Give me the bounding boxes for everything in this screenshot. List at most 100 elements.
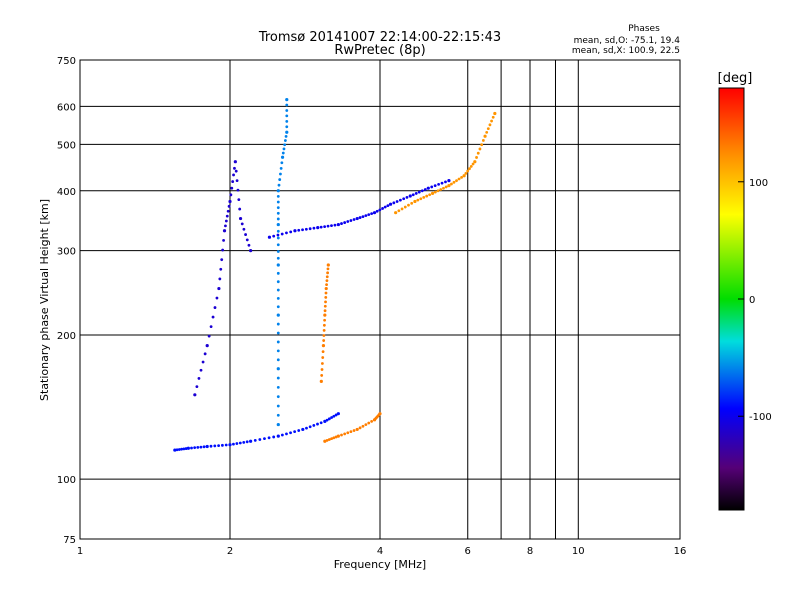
data-point — [276, 229, 280, 233]
data-point — [267, 235, 272, 239]
data-point — [452, 180, 456, 184]
data-point — [457, 177, 461, 181]
data-point — [242, 227, 246, 231]
data-point — [244, 233, 247, 236]
data-point — [488, 123, 492, 127]
data-point — [282, 147, 286, 151]
data-point — [392, 201, 396, 205]
data-point — [238, 207, 242, 211]
data-point — [319, 379, 323, 383]
data-point — [197, 377, 201, 380]
data-point — [276, 233, 280, 237]
data-point — [285, 114, 289, 118]
data-point — [285, 432, 288, 436]
data-point — [378, 412, 382, 416]
data-point — [276, 331, 280, 335]
data-point — [229, 193, 233, 197]
data-point — [403, 205, 407, 209]
data-point — [322, 339, 326, 342]
data-point — [478, 147, 482, 151]
data-point — [361, 215, 365, 218]
data-point — [201, 360, 205, 364]
data-point — [276, 200, 280, 204]
data-point — [320, 368, 324, 371]
data-point — [285, 109, 289, 112]
data-point — [276, 217, 280, 221]
data-point — [405, 195, 409, 199]
data-point — [196, 445, 200, 449]
data-point — [276, 222, 280, 227]
data-point — [450, 182, 453, 186]
data-point — [280, 161, 284, 165]
data-point — [321, 350, 325, 353]
data-point — [358, 216, 362, 219]
data-point — [184, 447, 188, 450]
data-point — [277, 183, 281, 187]
data-point — [370, 212, 374, 216]
data-point — [399, 198, 402, 202]
colorbar-tick-label: 100 — [749, 178, 768, 189]
data-point — [276, 413, 280, 417]
data-point — [228, 199, 232, 204]
data-point — [245, 440, 249, 444]
data-point — [237, 198, 241, 201]
data-point — [486, 127, 490, 131]
data-point — [327, 417, 331, 421]
data-point — [343, 221, 347, 224]
data-point — [400, 207, 404, 211]
data-point — [293, 229, 297, 233]
data-point — [232, 173, 235, 177]
data-point — [258, 438, 262, 441]
data-point — [324, 286, 328, 291]
data-point — [447, 184, 451, 188]
data-point — [367, 213, 371, 217]
data-point — [205, 444, 209, 449]
data-point — [323, 313, 327, 317]
data-point — [408, 194, 412, 198]
data-point — [285, 103, 289, 107]
data-point — [193, 393, 197, 397]
data-point — [383, 205, 387, 209]
data-point — [231, 180, 235, 183]
data-point — [364, 214, 368, 218]
data-point — [217, 286, 221, 291]
data-point — [267, 436, 271, 440]
data-point — [278, 178, 282, 181]
data-point — [324, 296, 328, 299]
data-point — [245, 238, 249, 242]
data-point — [283, 139, 287, 142]
data-point — [462, 174, 466, 178]
data-point — [276, 313, 280, 317]
data-point — [293, 430, 297, 434]
data-point — [222, 239, 225, 242]
data-point — [199, 368, 203, 372]
data-point — [219, 267, 223, 271]
data-point — [464, 171, 468, 175]
data-point — [297, 228, 301, 232]
data-point — [422, 196, 426, 199]
data-point — [224, 443, 228, 447]
y-tick-label: 300 — [57, 247, 76, 258]
data-point — [420, 189, 424, 193]
data-point — [276, 243, 280, 247]
data-point — [381, 207, 384, 210]
data-point — [276, 195, 280, 198]
data-point — [285, 231, 288, 235]
data-point — [195, 385, 199, 389]
data-point — [209, 444, 213, 448]
data-point — [361, 424, 365, 428]
data-point — [325, 418, 329, 422]
data-point — [220, 258, 224, 262]
data-point — [333, 223, 337, 227]
data-point — [469, 164, 473, 168]
data-point — [221, 248, 225, 252]
data-point — [301, 427, 305, 432]
data-point — [276, 422, 280, 427]
data-point — [205, 344, 209, 348]
data-point — [240, 222, 244, 226]
data-point — [276, 250, 280, 253]
data-point — [336, 222, 340, 227]
y-axis-label: Stationary phase Virtual Height [km] — [38, 199, 51, 401]
data-point — [222, 229, 227, 233]
